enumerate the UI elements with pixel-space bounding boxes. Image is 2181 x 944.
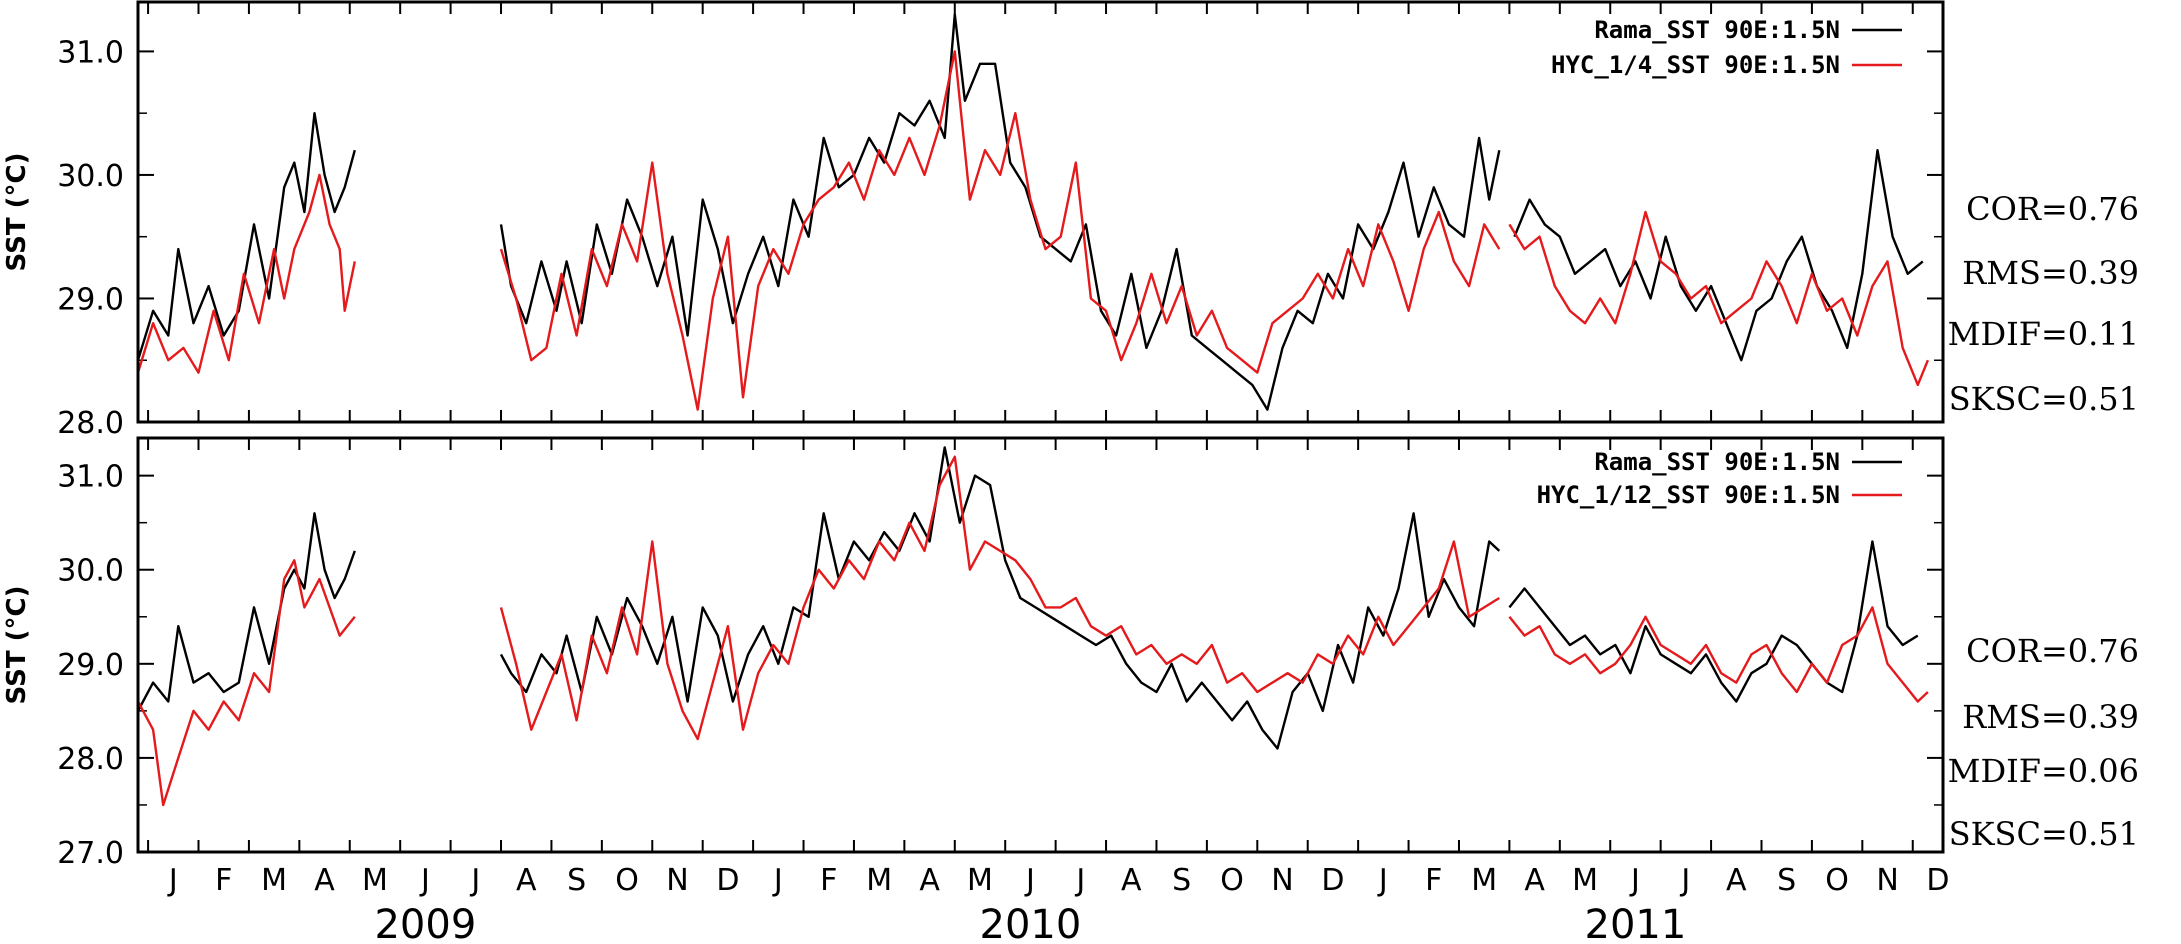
month-label: M	[1572, 863, 1598, 898]
month-label: A	[314, 863, 335, 898]
month-label: O	[1825, 863, 1849, 898]
month-label: M	[261, 863, 287, 898]
series-line-hycom-seg3	[1508, 606, 1929, 703]
stat-mdif: MDIF=0.11	[1948, 315, 2139, 353]
legend-entry-2: HYC_1/12_SST 90E:1.5N	[1537, 481, 1840, 509]
y-axis-label: SST (°C)	[2, 153, 32, 272]
y-tick-label: 31.0	[57, 460, 124, 495]
month-label: A	[516, 863, 537, 898]
month-label: A	[919, 863, 940, 898]
y-axis-label: SST (°C)	[2, 586, 32, 705]
month-label: J	[1679, 863, 1690, 898]
month-label: N	[1876, 863, 1898, 898]
month-label: J	[1377, 863, 1388, 898]
stat-mdif: MDIF=0.06	[1948, 752, 2139, 790]
month-label: F	[215, 863, 232, 898]
year-label: 2009	[374, 902, 476, 944]
legend-entry-1: Rama_SST 90E:1.5N	[1594, 16, 1840, 44]
year-label: 2010	[980, 902, 1082, 944]
month-label: N	[1271, 863, 1293, 898]
stat-sksc: SKSC=0.51	[1949, 380, 2139, 418]
month-label: D	[1321, 863, 1344, 898]
month-label: J	[1074, 863, 1085, 898]
month-label: M	[362, 863, 388, 898]
series-line-hycom-seg2	[499, 50, 1501, 411]
month-label: A	[1121, 863, 1142, 898]
panel-1: 28.0 29.0 30.0 31.0 SST (°C) Rama_SST 90E:1.5…	[2, 0, 2139, 441]
stat-sksc: SKSC=0.51	[1949, 815, 2139, 853]
y-tick-label: 27.0	[57, 836, 124, 871]
stat-rms: RMS=0.39	[1962, 254, 2139, 292]
month-label: M	[1471, 863, 1497, 898]
month-label: M	[866, 863, 892, 898]
month-label: J	[772, 863, 783, 898]
stat-cor: COR=0.76	[1966, 190, 2139, 228]
legend-entry-1: Rama_SST 90E:1.5N	[1594, 448, 1840, 476]
month-label: J	[167, 863, 178, 898]
y-tick-label: 30.0	[57, 554, 124, 589]
year-label: 2011	[1585, 902, 1687, 944]
month-label: N	[666, 863, 688, 898]
series-line-hycom-seg1	[138, 559, 356, 807]
month-label: O	[615, 863, 639, 898]
series-line-rama-seg1	[138, 112, 356, 361]
month-label: A	[1726, 863, 1747, 898]
month-label: F	[1425, 863, 1442, 898]
month-label: J	[419, 863, 430, 898]
series-line-rama-seg3	[1508, 540, 1919, 703]
month-label: D	[1926, 863, 1949, 898]
month-label: D	[716, 863, 739, 898]
stat-cor: COR=0.76	[1966, 632, 2139, 670]
series-line-rama-seg2	[499, 13, 1501, 411]
month-label: S	[1777, 863, 1796, 898]
panel-2: 27.0 28.0 29.0 30.0 31.0 SST (°C) Rama_SST 90E…	[2, 436, 2139, 871]
plot-frame	[136, 436, 1945, 854]
series-line-rama-seg1	[138, 512, 356, 712]
month-label: S	[567, 863, 586, 898]
y-tick-label: 28.0	[57, 742, 124, 777]
y-tick-label: 29.0	[57, 282, 124, 317]
series-line-hycom-seg2	[499, 455, 1500, 741]
y-tick-label: 28.0	[57, 406, 124, 441]
month-label: J	[1024, 863, 1035, 898]
month-label: F	[820, 863, 837, 898]
month-label: M	[967, 863, 993, 898]
plot-frame	[136, 0, 1945, 424]
month-label: J	[1629, 863, 1640, 898]
series-line-rama-seg2	[499, 446, 1501, 750]
month-label: A	[1524, 863, 1545, 898]
month-label: J	[469, 863, 480, 898]
series-line-hycom-seg3	[1508, 210, 1930, 387]
y-tick-label: 30.0	[57, 159, 124, 194]
month-label: O	[1220, 863, 1244, 898]
y-tick-label: 31.0	[57, 35, 124, 70]
month-label: S	[1172, 863, 1191, 898]
stat-rms: RMS=0.39	[1962, 698, 2139, 736]
y-tick-label: 29.0	[57, 648, 124, 683]
series-line-rama-seg3	[1513, 149, 1924, 362]
legend-entry-2: HYC_1/4_SST 90E:1.5N	[1551, 51, 1840, 79]
series-line-hycom-seg1	[138, 173, 356, 374]
